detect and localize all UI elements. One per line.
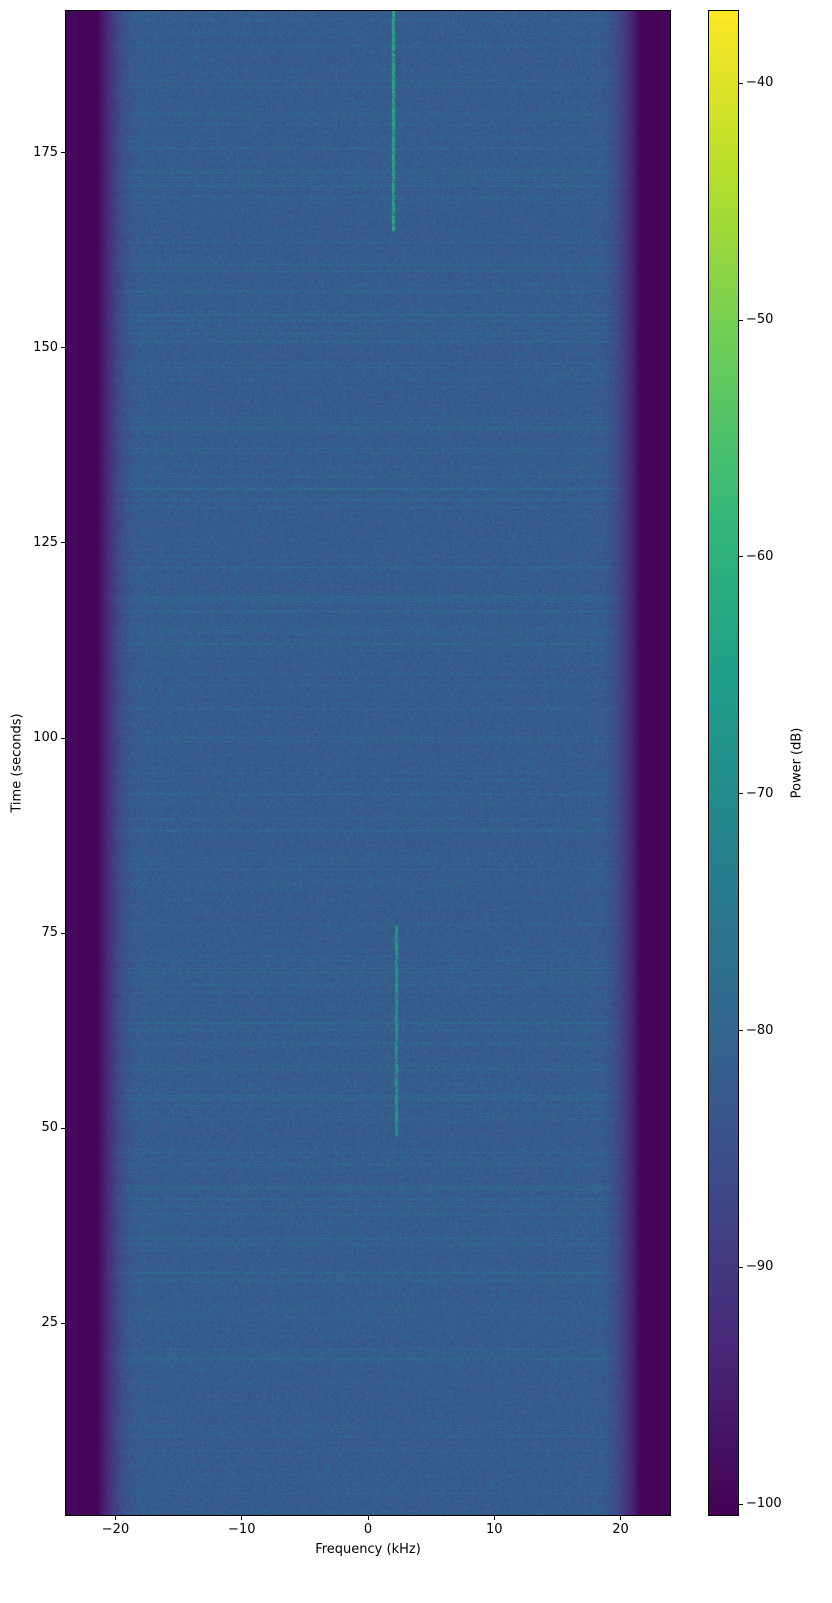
colorbar-tick-label: −80: [746, 1022, 774, 1038]
colorbar-tick-label: −90: [746, 1259, 774, 1275]
colorbar-tick: [739, 1503, 743, 1505]
x-tick-label: 0: [363, 1522, 373, 1537]
x-tick: [493, 1516, 495, 1520]
colorbar-tick-label: −60: [746, 548, 774, 564]
y-tick-label: 125: [33, 534, 58, 550]
x-tick-label: −20: [101, 1522, 130, 1537]
y-tick: [61, 737, 65, 739]
y-tick-label: 75: [41, 925, 58, 941]
y-tick: [61, 1127, 65, 1129]
x-tick-label: −10: [228, 1522, 256, 1537]
x-tick: [115, 1516, 116, 1520]
colorbar-tick: [739, 556, 743, 558]
y-tick: [61, 542, 65, 544]
colorbar-tick: [739, 1030, 743, 1032]
y-axis-label: Time (seconds): [9, 713, 25, 813]
x-axis-label: Frequency (kHz): [315, 1542, 421, 1557]
y-tick-label: 150: [33, 339, 58, 355]
y-tick: [61, 152, 65, 154]
x-tick-label: 10: [485, 1522, 503, 1537]
plot-frame: [65, 10, 671, 1516]
x-tick: [367, 1516, 369, 1520]
y-tick: [61, 1322, 65, 1324]
colorbar-tick-label: −50: [746, 312, 774, 328]
colorbar-tick: [739, 82, 743, 84]
y-tick-label: 175: [33, 144, 58, 160]
y-tick: [61, 932, 65, 934]
colorbar: [708, 10, 739, 1516]
x-tick: [241, 1516, 243, 1520]
y-tick: [61, 347, 65, 349]
y-tick-label: 100: [33, 730, 58, 746]
colorbar-tick: [739, 319, 743, 321]
colorbar-tick: [739, 793, 743, 795]
colorbar-tick-label: −100: [746, 1496, 782, 1512]
colorbar-label: Power (dB): [789, 727, 805, 799]
colorbar-tick-label: −70: [746, 785, 774, 801]
y-tick-label: 50: [41, 1120, 58, 1136]
colorbar-tick-label: −40: [746, 75, 774, 91]
colorbar-tick: [739, 1266, 743, 1268]
spectrogram-image: [65, 10, 671, 1516]
x-tick-label: 20: [612, 1522, 629, 1537]
x-tick: [620, 1516, 621, 1520]
y-tick-label: 25: [41, 1315, 58, 1331]
